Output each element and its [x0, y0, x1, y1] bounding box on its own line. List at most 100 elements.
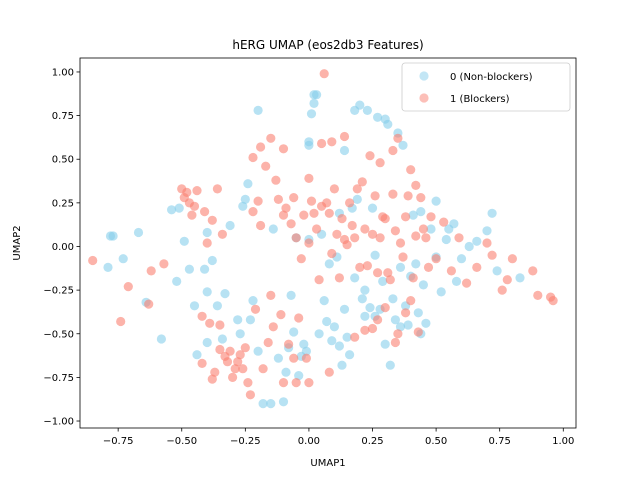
- blocker-point-18: [210, 367, 220, 377]
- non-blocker-point-70: [360, 311, 370, 321]
- blocker-point-117: [502, 275, 512, 285]
- blocker-point-141: [291, 378, 301, 388]
- blocker-point-105: [439, 217, 449, 227]
- blocker-point-42: [271, 175, 281, 185]
- blocker-point-64: [327, 248, 337, 259]
- non-blocker-point-68: [355, 100, 365, 110]
- blocker-point-54: [301, 353, 311, 363]
- non-blocker-point-44: [299, 339, 309, 349]
- blocker-point-26: [230, 364, 240, 374]
- non-blocker-point-102: [472, 236, 482, 246]
- non-blocker-point-9: [172, 276, 182, 286]
- blocker-point-91: [395, 238, 406, 248]
- non-blocker-point-6: [156, 334, 166, 344]
- blocker-point-96: [408, 273, 418, 283]
- blocker-point-79: [365, 151, 375, 161]
- non-blocker-point-112: [380, 339, 390, 349]
- non-blocker-point-24: [235, 329, 245, 339]
- non-blocker-point-52: [312, 90, 322, 100]
- blocker-point-78: [362, 261, 372, 271]
- non-blocker-point-55: [319, 296, 329, 306]
- blocker-point-145: [197, 358, 207, 368]
- blocker-point-13: [197, 311, 207, 321]
- blocker-point-103: [426, 212, 436, 222]
- non-blocker-point-20: [217, 334, 227, 344]
- blocker-point-132: [373, 315, 383, 325]
- non-blocker-point-115: [350, 273, 360, 283]
- non-blocker-point-33: [266, 399, 276, 409]
- blocker-point-87: [385, 275, 395, 285]
- non-blocker-point-48: [304, 140, 314, 150]
- non-blocker-point-93: [418, 280, 428, 290]
- blocker-point-3: [144, 299, 154, 309]
- blocker-point-59: [314, 275, 324, 285]
- blocker-point-95: [406, 296, 416, 306]
- x-tick-label: 0.25: [361, 436, 383, 447]
- non-blocker-point-14: [200, 264, 210, 274]
- non-blocker-point-109: [451, 276, 462, 286]
- blocker-point-65: [329, 184, 339, 194]
- non-blocker-point-16: [202, 227, 212, 238]
- blocker-point-122: [278, 144, 289, 154]
- blocker-point-82: [373, 268, 383, 278]
- blocker-point-86: [383, 268, 393, 278]
- non-blocker-point-45: [301, 346, 311, 356]
- non-blocker-point-69: [357, 294, 367, 304]
- non-blocker-point-51: [309, 98, 319, 108]
- non-blocker-point-57: [324, 259, 334, 269]
- blocker-point-62: [322, 198, 332, 208]
- blocker-point-107: [454, 233, 464, 243]
- blocker-point-43: [273, 194, 283, 204]
- x-axis-ticks: −0.75 −0.50 −0.25 0.00 0.25 0.50 0.75 1.00: [103, 428, 574, 447]
- blocker-point-14: [200, 207, 210, 217]
- blocker-point-110: [487, 250, 497, 260]
- blocker-point-63: [324, 208, 334, 218]
- non-blocker-point-92: [416, 207, 426, 217]
- non-blocker-point-108: [441, 234, 451, 245]
- non-blocker-point-21: [220, 289, 230, 299]
- non-blocker-point-4: [133, 227, 144, 238]
- non-blocker-point-118: [345, 350, 355, 360]
- non-blocker-point-15: [202, 287, 212, 297]
- non-blocker-point-85: [398, 140, 408, 150]
- blocker-point-146: [215, 320, 225, 330]
- non-blocker-point-59: [329, 322, 339, 332]
- blocker-point-142: [278, 378, 289, 388]
- blocker-point-31: [243, 378, 253, 388]
- blocker-point-119: [248, 152, 258, 163]
- blocker-point-46: [281, 203, 291, 213]
- legend: 0 (Non-blockers) 1 (Blockers): [401, 62, 571, 112]
- blocker-point-50: [291, 233, 301, 243]
- non-blocker-point-35: [273, 353, 283, 363]
- blocker-point-106: [446, 266, 456, 276]
- blocker-point-10: [187, 210, 197, 220]
- x-tick-label: 0.50: [425, 436, 447, 447]
- non-blocker-point-62: [337, 360, 347, 370]
- blocker-point-137: [360, 325, 370, 335]
- blocker-point-24: [225, 346, 235, 356]
- non-blocker-point-105: [492, 266, 502, 276]
- non-blocker-point-11: [184, 264, 194, 274]
- blocker-point-85: [380, 214, 390, 224]
- blocker-point-20: [215, 344, 225, 355]
- blocker-point-144: [207, 374, 217, 384]
- blocker-point-76: [357, 177, 367, 187]
- non-blocker-point-8: [174, 203, 184, 213]
- blocker-point-35: [253, 196, 263, 206]
- non-blocker-point-58: [327, 336, 337, 346]
- blocker-point-38: [261, 161, 271, 171]
- y-tick-label: −0.75: [43, 373, 74, 384]
- non-blocker-point-87: [403, 320, 413, 330]
- blocker-point-49: [289, 193, 299, 203]
- y-axis-ticks: −1.00 −0.75 −0.50 −0.25 0.00 0.25 0.50 0.75 1.00: [43, 67, 80, 428]
- non-blocker-point-17: [202, 337, 212, 348]
- non-blocker-point-12: [189, 301, 200, 311]
- blocker-point-116: [533, 290, 543, 300]
- blocker-point-44: [276, 310, 286, 320]
- non-blocker-point-79: [383, 119, 393, 129]
- chart-title: hERG UMAP (eos2db3 Features): [232, 38, 423, 52]
- blocker-point-56: [306, 196, 317, 206]
- non-blocker-point-28: [245, 315, 255, 325]
- non-blocker-point-22: [225, 220, 235, 231]
